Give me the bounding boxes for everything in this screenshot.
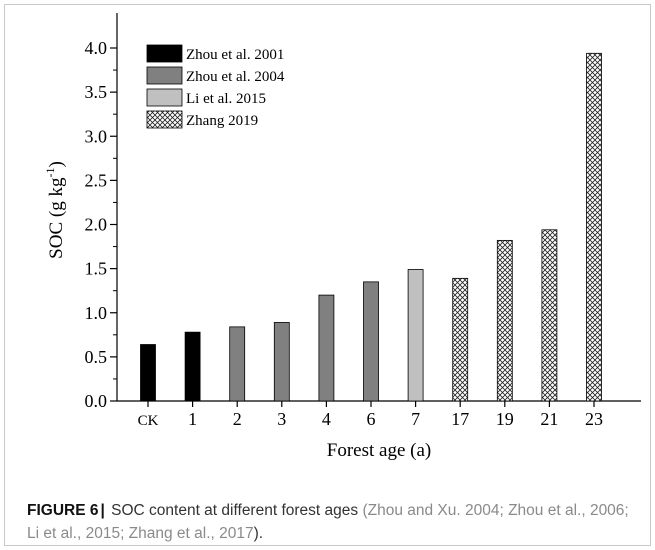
caption-text: SOC content at different forest ages bbox=[111, 502, 359, 519]
bar-19 bbox=[496, 239, 513, 402]
x-ticks: CK 1 2 3 4 6 7 17 19 21 23 bbox=[138, 401, 603, 429]
x-tick-label: 2 bbox=[233, 409, 242, 429]
y-tick-label: 1.5 bbox=[85, 259, 108, 279]
y-axis-label-main: SOC (g kg bbox=[46, 177, 67, 259]
x-tick-label: CK bbox=[138, 413, 159, 429]
figure-caption: FIGURE 6 | SOC content at different fores… bbox=[27, 499, 637, 545]
x-tick-label: 4 bbox=[322, 409, 331, 429]
figure-separator: | bbox=[100, 502, 105, 519]
x-tick-label: 21 bbox=[540, 409, 558, 429]
bar-23 bbox=[586, 52, 602, 402]
x-tick-label: 1 bbox=[188, 409, 197, 429]
y-tick-label: 3.0 bbox=[85, 126, 108, 146]
y-tick-label: 2.0 bbox=[85, 215, 108, 235]
legend-label: Zhou et al. 2001 bbox=[186, 47, 284, 63]
legend-label: Zhou et al. 2004 bbox=[186, 69, 285, 85]
y-axis-label-sup: -1 bbox=[43, 168, 57, 178]
bar-6 bbox=[363, 281, 379, 402]
bar-CK bbox=[140, 344, 156, 402]
bar-17 bbox=[452, 277, 469, 402]
x-tick-label: 7 bbox=[411, 409, 420, 429]
x-tick-label: 17 bbox=[451, 409, 469, 429]
figure-frame: 0.0 0.5 1.0 1.5 2.0 2.5 3.0 3.5 4.0 CK 1 2 3 4 6 7 17 19… bbox=[4, 4, 651, 546]
y-tick-label: 4.0 bbox=[85, 38, 108, 58]
x-tick-label: 6 bbox=[367, 409, 376, 429]
bar-3 bbox=[273, 322, 290, 402]
y-tick-label: 0.5 bbox=[85, 347, 108, 367]
legend: Zhou et al. 2001 Zhou et al. 2004 Li et al… bbox=[146, 44, 285, 129]
bar-4 bbox=[318, 294, 335, 402]
figure-label: FIGURE 6 bbox=[27, 502, 99, 519]
bars bbox=[140, 52, 602, 402]
legend-label: Li et al. 2015 bbox=[186, 91, 266, 107]
caption-refs-open: ( bbox=[362, 502, 368, 519]
legend-swatch bbox=[146, 66, 183, 85]
x-tick-label: 23 bbox=[585, 409, 603, 429]
bar-2 bbox=[229, 326, 246, 402]
bar-7 bbox=[407, 269, 424, 402]
caption-refs-close: ). bbox=[253, 525, 264, 542]
x-tick-label: 3 bbox=[277, 409, 286, 429]
y-tick-label: 1.0 bbox=[85, 303, 108, 323]
bar-21 bbox=[541, 229, 558, 402]
y-tick-label: 2.5 bbox=[85, 170, 108, 190]
legend-swatch bbox=[146, 88, 183, 107]
y-tick-label: 0.0 bbox=[85, 391, 108, 411]
y-axis-label: SOC (g kg-1) bbox=[43, 161, 67, 259]
bar-1 bbox=[184, 331, 201, 402]
caption-refs[interactable]: Zhou and Xu. 2004; Zhou et al., 2006; Li… bbox=[27, 502, 629, 542]
x-tick-label: 19 bbox=[496, 409, 514, 429]
legend-swatch bbox=[146, 110, 183, 129]
x-axis-label: Forest age (a) bbox=[327, 440, 431, 461]
bar-chart: 0.00.51.01.52.02.53.03.54.0 CK 1 2 3 4 6 7 17 19… bbox=[43, 13, 641, 461]
y-axis-label-close: ) bbox=[46, 161, 67, 167]
legend-swatch bbox=[146, 44, 183, 63]
y-tick-label: 3.5 bbox=[85, 82, 108, 102]
y-ticks: 0.0 0.5 1.0 1.5 2.0 2.5 3.0 3.5 4.0 bbox=[85, 38, 117, 411]
legend-label: Zhang 2019 bbox=[186, 113, 258, 129]
